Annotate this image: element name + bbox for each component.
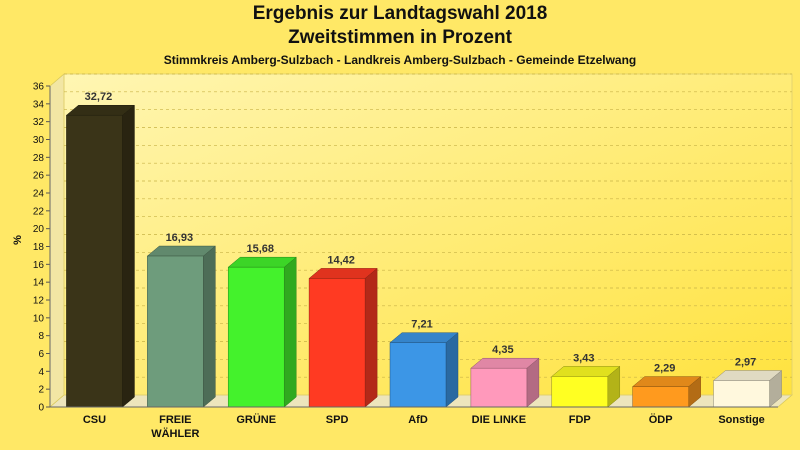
bar-top [65,104,136,116]
data-label: 4,35 [492,344,513,356]
bars: 32,72 16,93 15,68 14,42 7,21 4,35 3,43 2,29 2,97 [65,91,783,408]
y-tick-label: 32 [33,117,45,128]
bar-top [631,376,702,387]
chart-subtitle: Zweitstimmen in Prozent [288,27,512,48]
y-axis-label: % [12,235,24,245]
bar-top [470,357,540,369]
y-tick-label: 6 [38,349,44,360]
data-label: 7,21 [411,319,432,331]
data-label: 2,97 [735,357,756,369]
bar-top [551,366,621,377]
bar-front [470,367,528,408]
bar-4: 7,21 [389,319,459,408]
bar-front [389,342,447,408]
data-label: 32,72 [85,91,113,103]
y-tick-label: 26 [33,171,45,182]
bar-front [308,278,366,408]
bar-side [122,104,135,408]
plot-left-wall [49,73,65,408]
bar-top [308,268,378,279]
x-tick-label: FREIE WÄHLER [151,414,199,440]
y-tick-label: 14 [33,278,45,289]
y-tick-label: 20 [33,224,45,235]
bar-top [712,370,783,381]
bar-front [66,114,123,408]
y-tick-label: 28 [33,153,45,164]
bar-front [713,380,770,408]
bar-8: 2,97 [712,357,783,408]
y-tick-label: 10 [33,313,45,324]
x-tick-label: ÖDP [649,413,673,426]
y-tick-label: 8 [38,331,44,342]
y-tick-label: 0 [38,403,44,414]
y-tick-label: 30 [33,135,45,146]
bar-front [147,255,204,408]
y-tick-label: 2 [38,385,44,396]
bar-top [389,332,459,343]
bar-top [146,245,217,257]
x-tick-label: CSU [83,414,106,426]
data-label: 3,43 [573,352,594,364]
y-tick-label: 12 [33,296,45,307]
x-tick-label: AfD [408,414,428,426]
y-tick-label: 18 [33,242,45,253]
bar-side [283,256,297,408]
chart-title: Ergebnis zur Landtagswahl 2018 [252,3,548,24]
bar-1: 16,93 [146,232,217,408]
data-label: 16,93 [166,232,194,244]
title-area: Ergebnis zur Landtagswahl 2018 Zweitstim… [0,2,800,67]
bar-front [632,386,689,408]
bar-side [203,245,216,408]
bar-6: 3,43 [551,352,621,408]
y-tick-label: 34 [33,99,45,110]
data-label: 15,68 [246,243,274,255]
bar-2: 15,68 [227,243,297,408]
y-tick-label: 16 [33,260,45,271]
y-tick-label: 36 [33,82,45,93]
chart-subtitle-location: Stimmkreis Amberg-Sulzbach - Landkreis A… [163,53,637,67]
y-tick-label: 24 [33,189,45,200]
bar-front [551,376,609,408]
bar-front [227,266,285,408]
bar-7: 2,29 [631,363,702,408]
bar-3: 14,42 [308,254,378,408]
x-tick-label: FDP [569,414,591,426]
data-label: 2,29 [654,363,675,375]
x-tick-label: DIE LINKE [472,414,526,426]
x-axis: CSU FREIE WÄHLER GRÜNE SPD AfD DIE LINKE FDP ÖDP… [50,406,778,440]
x-tick-label: SPD [326,414,349,426]
bar-side [364,267,378,408]
bar-top [227,256,297,268]
x-tick-label: GRÜNE [236,413,276,426]
x-tick-label: Sonstige [718,414,764,426]
bar-side [445,332,459,408]
y-tick-label: 4 [38,367,44,378]
bar-5: 4,35 [470,344,540,408]
data-label: 14,42 [327,254,355,266]
bar-0: 32,72 [65,91,136,408]
y-tick-label: 22 [33,206,45,217]
